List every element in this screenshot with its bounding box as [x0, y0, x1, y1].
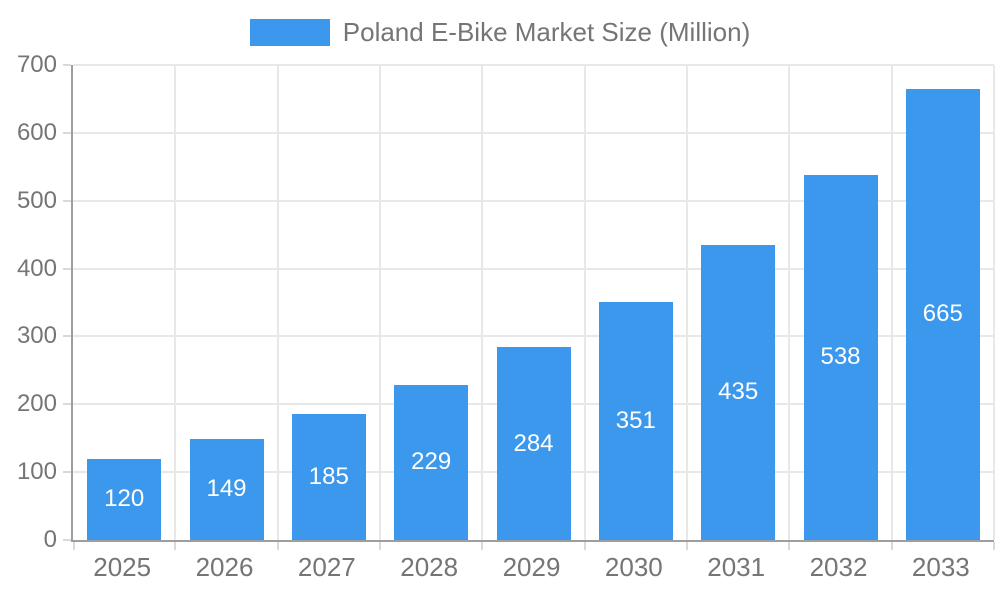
- bar-value-label: 284: [513, 429, 554, 457]
- bar-value-label: 435: [718, 378, 759, 406]
- x-tick-label: 2025: [93, 552, 152, 582]
- bar-2026[interactable]: 149: [189, 438, 264, 540]
- y-tick-label: 0: [43, 526, 57, 553]
- x-tick-label: 2027: [297, 552, 356, 582]
- x-gridline: [890, 65, 893, 540]
- y-axis-tick: [63, 131, 71, 134]
- plot-area: 120 149 185 229 284 351 435 538 665: [63, 64, 995, 550]
- x-gridline: [379, 65, 381, 540]
- x-axis-tick: [276, 542, 279, 550]
- bar-2027[interactable]: 185: [291, 414, 366, 540]
- x-axis-tick: [379, 542, 381, 550]
- y-gridline: [73, 267, 994, 270]
- x-axis-tick: [73, 542, 75, 550]
- bar-2025[interactable]: 120: [87, 458, 162, 540]
- x-gridline: [481, 65, 484, 540]
- y-tick-label: 200: [16, 390, 57, 418]
- y-tick-label: 400: [16, 254, 57, 282]
- x-gridline: [993, 65, 995, 540]
- x-axis-tick: [583, 542, 586, 550]
- y-axis-tick: [63, 471, 71, 474]
- x-tick-label: 2030: [604, 552, 663, 582]
- bar-value-label: 120: [104, 485, 145, 513]
- bar-value-label: 665: [922, 300, 963, 328]
- legend-label: Poland E-Bike Market Size (Million): [342, 16, 751, 47]
- x-tick-label: 2029: [502, 552, 561, 582]
- y-axis-tick: [63, 403, 71, 406]
- y-axis-tick: [63, 267, 71, 270]
- bar-value-label: 185: [308, 463, 349, 491]
- y-axis-tick: [63, 199, 71, 202]
- bar-2033[interactable]: 665: [905, 88, 980, 540]
- bar-2028[interactable]: 229: [394, 384, 469, 540]
- x-axis-tick: [788, 542, 791, 550]
- x-axis-tick: [890, 542, 893, 550]
- x-gridline: [686, 65, 688, 540]
- y-axis-tick: [63, 539, 71, 541]
- y-axis-tick: [63, 335, 71, 338]
- y-tick-label: 700: [16, 51, 57, 78]
- bar-2029[interactable]: 284: [496, 347, 571, 540]
- y-tick-label: 600: [16, 118, 57, 146]
- y-tick-label: 500: [16, 186, 57, 214]
- y-gridline: [73, 64, 994, 66]
- legend-swatch: [249, 18, 330, 46]
- x-tick-label: 2028: [400, 552, 459, 582]
- x-tick-label: 2026: [195, 552, 254, 582]
- bar-2032[interactable]: 538: [803, 174, 878, 540]
- bar-value-label: 351: [615, 406, 656, 434]
- bar-2031[interactable]: 435: [701, 244, 776, 540]
- bar-value-label: 538: [820, 343, 861, 371]
- x-tick-label: 2032: [809, 552, 868, 582]
- x-tick-label: 2033: [911, 552, 970, 582]
- y-gridline: [73, 335, 994, 338]
- x-tick-label: 2031: [707, 552, 766, 582]
- y-tick-label: 300: [16, 322, 57, 350]
- x-axis-tick: [174, 542, 177, 550]
- y-gridline: [73, 131, 994, 134]
- legend[interactable]: Poland E-Bike Market Size (Million): [0, 17, 1000, 47]
- bar-2030[interactable]: 351: [598, 301, 673, 540]
- x-axis-tick: [481, 542, 484, 550]
- x-axis-tick: [686, 542, 688, 550]
- x-gridline: [276, 65, 279, 540]
- x-gridline: [583, 65, 586, 540]
- x-gridline: [788, 65, 791, 540]
- y-tick-label: 100: [16, 458, 57, 486]
- y-gridline: [73, 199, 994, 202]
- x-axis-labels: 2025 2026 2027 2028 2029 2030 2031 2032 2033: [71, 552, 992, 584]
- x-axis-tick: [993, 542, 995, 550]
- y-axis-labels: 0 100 200 300 400 500 600 700: [0, 51, 57, 553]
- x-gridline: [174, 65, 177, 540]
- bar-value-label: 229: [411, 448, 452, 476]
- bar-value-label: 149: [206, 475, 247, 503]
- y-axis-tick: [63, 64, 71, 66]
